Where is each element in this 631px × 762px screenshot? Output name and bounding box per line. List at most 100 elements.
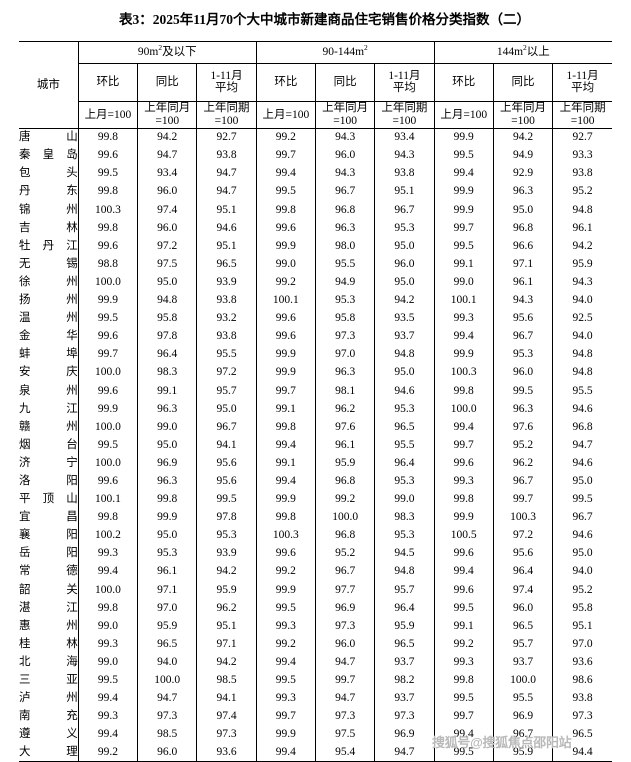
value-cell: 100.0 [314, 508, 375, 527]
city-name-label: 金华 [19, 330, 78, 343]
value-cell: 99.7 [433, 218, 494, 237]
value-cell: 96.3 [314, 218, 375, 237]
value-cell: 94.6 [552, 526, 612, 545]
value-cell: 94.6 [552, 454, 612, 473]
column-group-header-over-144: 144m2以上 [433, 40, 612, 64]
city-name-cell: 蚌埠 [19, 345, 78, 363]
value-cell: 96.9 [314, 598, 375, 617]
value-cell: 99.4 [255, 472, 316, 491]
value-cell: 96.8 [314, 200, 375, 219]
value-cell: 96.2 [314, 399, 375, 418]
value-cell: 99.6 [255, 544, 316, 563]
value-cell: 98.3 [374, 508, 435, 527]
value-cell: 99.4 [433, 164, 494, 183]
value-cell: 96.0 [314, 146, 375, 165]
value-cell: 96.7 [196, 417, 257, 436]
city-name-label: 九江 [19, 402, 78, 415]
value-cell: 99.3 [77, 544, 138, 563]
city-name-cell: 九江 [19, 400, 78, 418]
value-cell: 95.1 [196, 200, 257, 219]
city-name-label: 韶关 [19, 583, 78, 596]
value-cell: 99.4 [433, 725, 494, 744]
value-cell: 95.9 [552, 255, 612, 274]
value-cell: 97.7 [314, 580, 375, 599]
city-name-cell: 秦皇岛 [19, 146, 78, 164]
value-cell: 93.8 [552, 689, 612, 708]
value-cell: 93.8 [196, 146, 257, 165]
value-cell: 96.7 [492, 472, 553, 491]
value-cell: 99.1 [255, 454, 316, 473]
value-cell: 99.8 [137, 490, 197, 509]
city-name-label: 无锡 [19, 257, 78, 270]
value-cell: 99.9 [255, 236, 316, 255]
city-name-cell: 襄阳 [19, 526, 78, 544]
value-cell: 97.5 [137, 255, 197, 274]
value-cell: 95.6 [492, 544, 553, 563]
value-cell: 100.1 [255, 291, 316, 310]
city-name-label: 宜昌 [19, 511, 78, 524]
value-cell: 100.1 [77, 490, 138, 509]
value-cell: 97.4 [492, 580, 553, 599]
city-name-label: 唐山 [19, 131, 78, 144]
value-cell: 94.3 [492, 291, 553, 310]
value-cell: 99.9 [255, 345, 316, 364]
value-cell: 96.3 [492, 182, 553, 201]
value-cell: 95.3 [374, 218, 435, 237]
value-cell: 100.3 [492, 508, 553, 527]
city-name-cell: 唐山 [19, 128, 78, 146]
city-name-cell: 安庆 [19, 364, 78, 382]
value-cell: 92.7 [196, 128, 257, 147]
city-name-cell: 遵义 [19, 725, 78, 743]
base-same-period-2: 上年同期 =100 [374, 101, 435, 129]
value-cell: 95.5 [196, 345, 257, 364]
value-cell: 96.4 [374, 454, 435, 473]
column-header-city: 城市 [19, 40, 79, 129]
value-cell: 94.1 [196, 435, 257, 455]
value-cell: 94.0 [552, 291, 612, 310]
value-cell: 95.3 [314, 291, 375, 310]
subheader-yoy-2: 同比 [314, 63, 375, 102]
value-cell: 96.8 [552, 417, 612, 436]
city-name-cell: 泉州 [19, 382, 78, 400]
value-cell: 93.4 [137, 164, 197, 183]
value-cell: 97.3 [374, 707, 435, 726]
value-cell: 95.0 [137, 435, 197, 455]
city-name-cell: 南充 [19, 707, 78, 725]
value-cell: 99.2 [314, 490, 375, 509]
table-row: 安庆 100.0 98.3 97.2 99.9 96.3 95.0 100.3 96.0 94.8 [19, 363, 612, 382]
value-cell: 94.3 [552, 273, 612, 292]
value-cell: 95.2 [314, 544, 375, 563]
value-cell: 93.8 [552, 164, 612, 183]
value-cell: 99.6 [77, 236, 138, 255]
city-name-label: 南充 [19, 710, 78, 723]
value-cell: 100.3 [255, 526, 316, 545]
value-cell: 99.5 [255, 598, 316, 617]
value-cell: 96.0 [374, 255, 435, 274]
value-cell: 97.3 [137, 707, 197, 726]
city-name-cell: 金华 [19, 327, 78, 345]
value-cell: 99.4 [255, 164, 316, 183]
value-cell: 99.3 [433, 309, 494, 328]
value-cell: 99.0 [255, 255, 316, 274]
value-cell: 96.1 [314, 435, 375, 455]
value-cell: 94.8 [374, 562, 435, 581]
value-cell: 95.9 [374, 616, 435, 635]
value-cell: 99.7 [77, 345, 138, 364]
value-cell: 94.8 [374, 345, 435, 364]
value-cell: 96.0 [137, 218, 197, 237]
value-cell: 99.6 [77, 381, 138, 400]
value-cell: 99.5 [433, 146, 494, 165]
subheader-mom-3: 环比 [433, 63, 494, 102]
watermark: 搜狐号@搜狐焦点邵阳站 [432, 735, 572, 750]
value-cell: 99.2 [255, 128, 316, 147]
value-cell: 95.2 [552, 182, 612, 201]
value-cell: 94.9 [492, 146, 553, 165]
value-cell: 95.5 [492, 689, 553, 708]
value-cell: 99.3 [77, 634, 138, 654]
value-cell: 99.5 [77, 309, 138, 328]
city-name-label: 安庆 [19, 366, 78, 379]
city-name-cell: 包头 [19, 165, 78, 183]
value-cell: 96.5 [492, 616, 553, 635]
value-cell: 94.2 [552, 236, 612, 255]
value-cell: 95.0 [552, 544, 612, 563]
